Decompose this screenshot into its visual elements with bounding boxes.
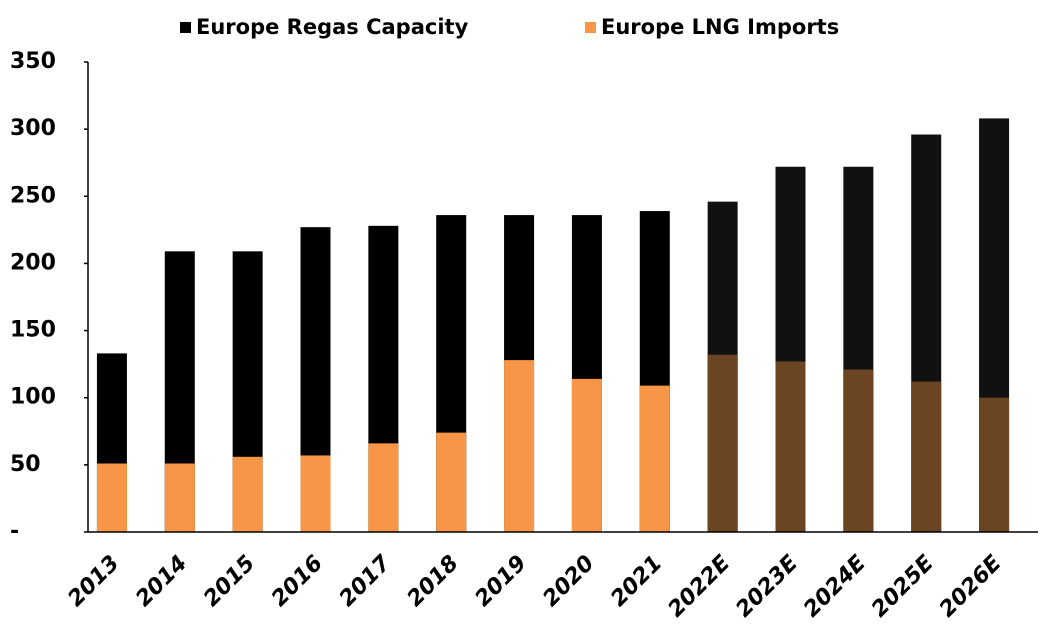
bar — [368, 443, 399, 532]
x-tick-label: 2016 — [267, 551, 328, 612]
bar — [164, 463, 195, 532]
bar — [775, 361, 806, 532]
bar — [843, 369, 874, 532]
bar — [504, 360, 535, 532]
legend-label: Europe Regas Capacity — [196, 15, 469, 39]
y-tick-label: 100 — [10, 385, 56, 410]
x-tick-label: 2014 — [131, 551, 192, 612]
bar — [96, 463, 127, 532]
x-tick-label: 2023E — [731, 551, 803, 623]
legend-label: Europe LNG Imports — [601, 15, 839, 39]
x-tick-label: 2017 — [335, 550, 396, 611]
x-tick-label: 2019 — [471, 551, 532, 612]
x-tick-label: 2022E — [664, 551, 736, 623]
x-tick-label: 2020 — [538, 551, 599, 612]
bar — [979, 397, 1010, 532]
x-tick-label: 2015 — [199, 551, 260, 612]
y-tick-label: 350 — [10, 49, 56, 74]
bar — [571, 378, 602, 532]
y-tick-label: 150 — [10, 318, 56, 343]
bar — [232, 456, 263, 532]
x-tick-label: 2018 — [403, 551, 464, 612]
bar — [300, 455, 331, 532]
y-tick-label: 50 — [10, 452, 41, 477]
y-tick-label: 200 — [10, 250, 56, 275]
bar — [911, 381, 942, 532]
legend-swatch — [585, 22, 596, 33]
x-tick-label: 2025E — [867, 551, 939, 623]
legend-swatch — [180, 22, 191, 33]
bar — [436, 432, 467, 532]
bar — [707, 354, 738, 532]
x-tick-label: 2013 — [63, 551, 124, 612]
y-tick-label: 250 — [10, 183, 56, 208]
bar — [639, 385, 670, 532]
x-tick-label: 2021 — [606, 551, 667, 612]
y-tick-label: 300 — [10, 116, 56, 141]
x-tick-label: 2026E — [935, 551, 1007, 623]
x-tick-label: 2024E — [799, 551, 871, 623]
y-tick-label: - — [10, 519, 19, 544]
